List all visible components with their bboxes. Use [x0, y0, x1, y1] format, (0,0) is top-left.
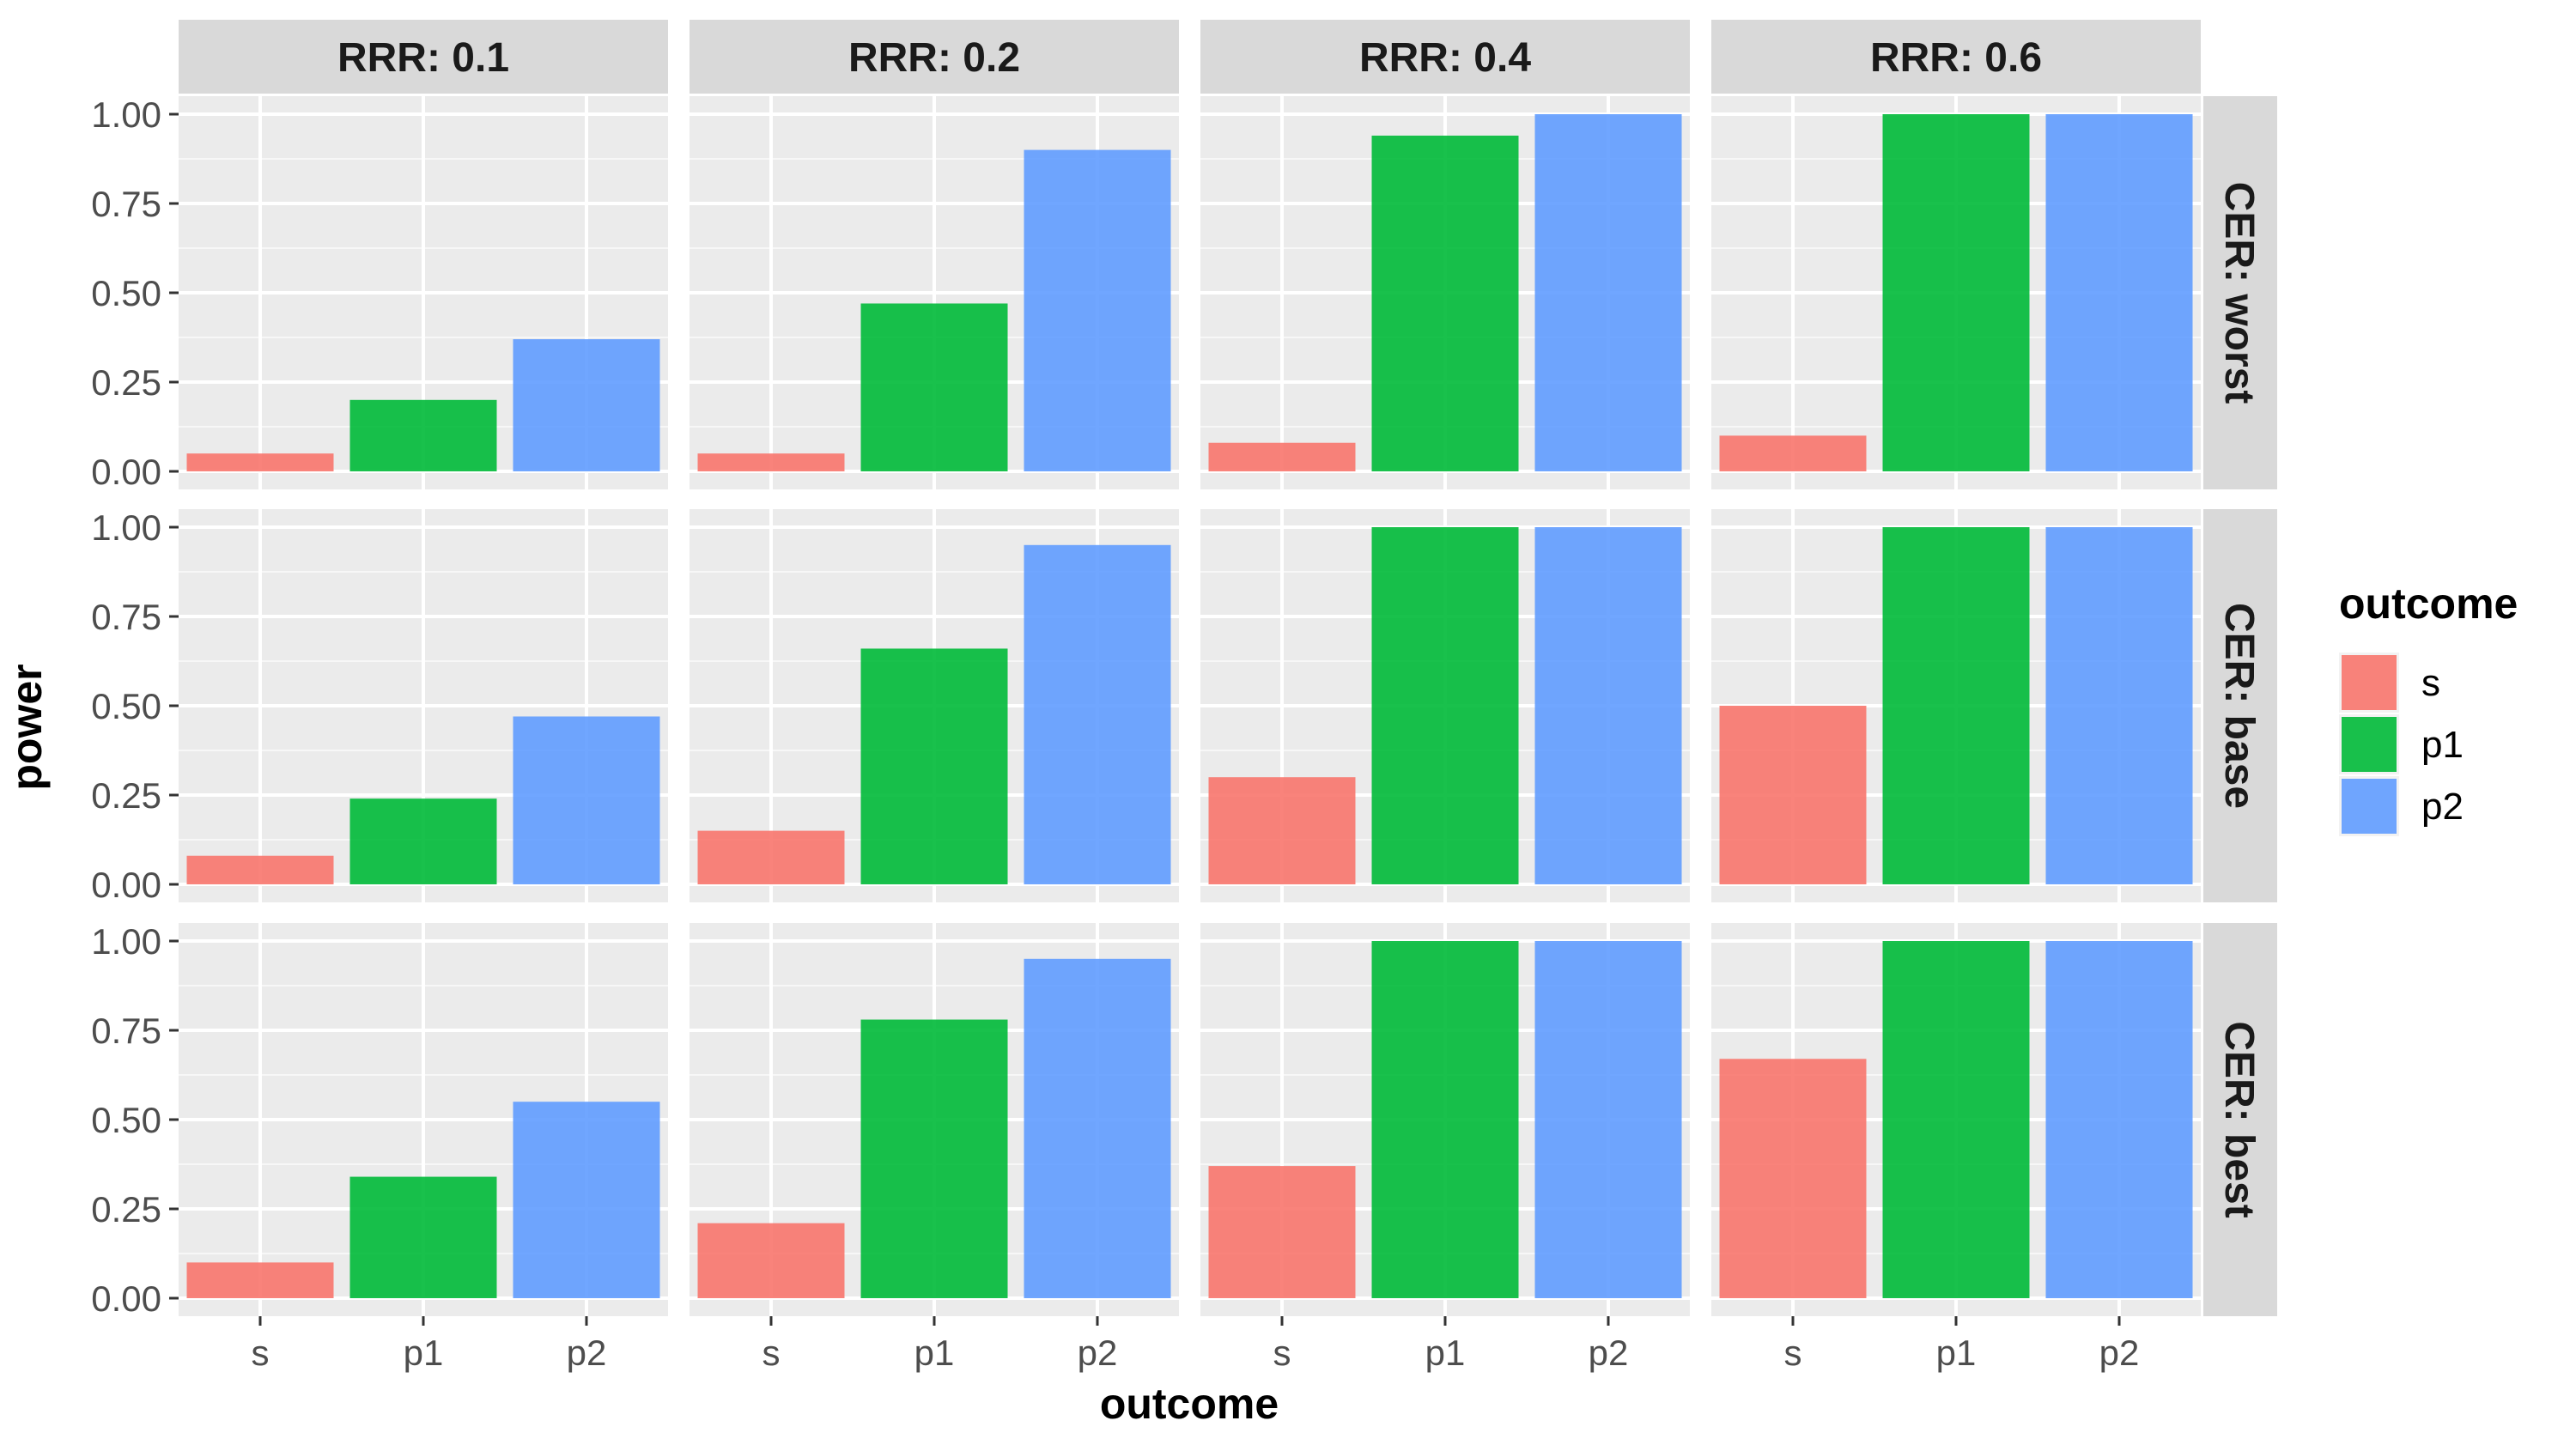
bar-p1	[349, 399, 497, 471]
row-strip	[2203, 96, 2277, 489]
y-axis-title: power	[3, 664, 51, 790]
legend-swatch-s	[2342, 655, 2397, 710]
y-tick-label: 0.75	[91, 184, 161, 224]
y-axes: 0.00 0.25 0.50 0.75 1.00 0.00 0.25 0.50 0.75 1.00…	[91, 94, 179, 1319]
column-strip	[179, 20, 668, 94]
row-strips: CER: worst CER: base CER: best	[2203, 96, 2277, 1316]
y-tick-label: 0.00	[91, 452, 161, 492]
legend-label: s	[2421, 662, 2440, 704]
legend-swatch-p1	[2342, 717, 2397, 772]
y-tick-label: 1.00	[91, 507, 161, 548]
y-tick-label: 0.00	[91, 865, 161, 905]
row-strip	[2203, 509, 2277, 902]
x-axes: s p1 p2 s p1 p2 s p1 p2 s p1 p2	[252, 1316, 2140, 1373]
legend-title: outcome	[2339, 580, 2518, 628]
bar-s	[186, 1262, 334, 1298]
row-strip-label: CER: best	[2216, 1021, 2262, 1217]
x-tick-label: p2	[1589, 1333, 1629, 1373]
bar-p2	[1024, 149, 1171, 471]
column-strip-label: RRR: 0.2	[848, 35, 1020, 81]
bar-p2	[513, 339, 660, 471]
bar-p2	[513, 1102, 660, 1298]
y-tick-label: 0.75	[91, 1011, 161, 1051]
x-tick-label: p1	[1425, 1333, 1466, 1373]
x-tick-label: p1	[1936, 1333, 1977, 1373]
x-tick-label: p2	[567, 1333, 607, 1373]
y-tick-label: 0.25	[91, 1189, 161, 1229]
panels	[179, 96, 2201, 1316]
y-tick-label: 1.00	[91, 921, 161, 962]
x-tick-label: p1	[914, 1333, 955, 1373]
bar-s	[697, 1223, 845, 1298]
x-tick-label: p2	[1078, 1333, 1118, 1373]
bar-p1	[1371, 527, 1519, 884]
y-tick-label: 0.00	[91, 1278, 161, 1319]
column-strip-label: RRR: 0.1	[337, 35, 509, 81]
bar-s	[186, 453, 334, 471]
x-tick-label: s	[1784, 1333, 1802, 1373]
column-strip-label: RRR: 0.6	[1870, 35, 2042, 81]
bar-p1	[860, 648, 1008, 884]
x-tick-label: s	[252, 1333, 270, 1373]
column-strip	[1711, 20, 2201, 94]
x-tick-label: p2	[2099, 1333, 2140, 1373]
legend-label: p2	[2421, 786, 2464, 828]
bar-s	[1208, 1166, 1356, 1298]
bar-p2	[513, 716, 660, 884]
bar-p2	[1534, 114, 1682, 471]
column-strip-label: RRR: 0.4	[1359, 35, 1531, 81]
y-tick-label: 0.25	[91, 362, 161, 403]
bar-s	[1719, 435, 1867, 471]
bar-p1	[1882, 941, 2030, 1298]
bar-s	[1719, 1059, 1867, 1298]
y-tick-label: 0.50	[91, 273, 161, 313]
row-strip-label: CER: worst	[2216, 182, 2262, 404]
bar-p1	[1371, 135, 1519, 471]
x-tick-label: s	[762, 1333, 781, 1373]
bar-p1	[1882, 114, 2030, 471]
bar-p2	[1534, 527, 1682, 884]
bar-s	[1208, 777, 1356, 884]
bar-s	[1719, 706, 1867, 884]
bar-s	[186, 855, 334, 884]
bar-p2	[2045, 527, 2193, 884]
y-tick-label: 0.75	[91, 597, 161, 637]
bar-p2	[1024, 544, 1171, 884]
bar-p2	[2045, 941, 2193, 1298]
bar-p1	[860, 303, 1008, 471]
x-tick-label: s	[1273, 1333, 1291, 1373]
bar-p1	[349, 798, 497, 884]
y-tick-label: 0.50	[91, 1100, 161, 1140]
y-tick-label: 0.50	[91, 686, 161, 726]
row-strip-label: CER: base	[2216, 603, 2262, 809]
bar-s	[697, 830, 845, 884]
bar-p2	[2045, 114, 2193, 471]
bar-p2	[1024, 958, 1171, 1298]
y-tick-label: 0.25	[91, 775, 161, 816]
column-strip	[1200, 20, 1690, 94]
bar-s	[697, 453, 845, 471]
bar-p1	[860, 1019, 1008, 1298]
legend-swatch-p2	[2342, 779, 2397, 834]
column-strips: RRR: 0.1 RRR: 0.2 RRR: 0.4 RRR: 0.6	[179, 20, 2201, 94]
bar-s	[1208, 442, 1356, 471]
bar-p1	[1371, 941, 1519, 1298]
bar-p2	[1534, 941, 1682, 1298]
y-tick-label: 1.00	[91, 94, 161, 135]
bar-p1	[1882, 527, 2030, 884]
x-axis-title: outcome	[1100, 1380, 1279, 1428]
column-strip	[690, 20, 1179, 94]
x-tick-label: p1	[404, 1333, 444, 1373]
bar-p1	[349, 1176, 497, 1298]
legend-label: p1	[2421, 724, 2464, 766]
legend: outcome s p1 p2	[2339, 580, 2518, 836]
row-strip	[2203, 923, 2277, 1316]
